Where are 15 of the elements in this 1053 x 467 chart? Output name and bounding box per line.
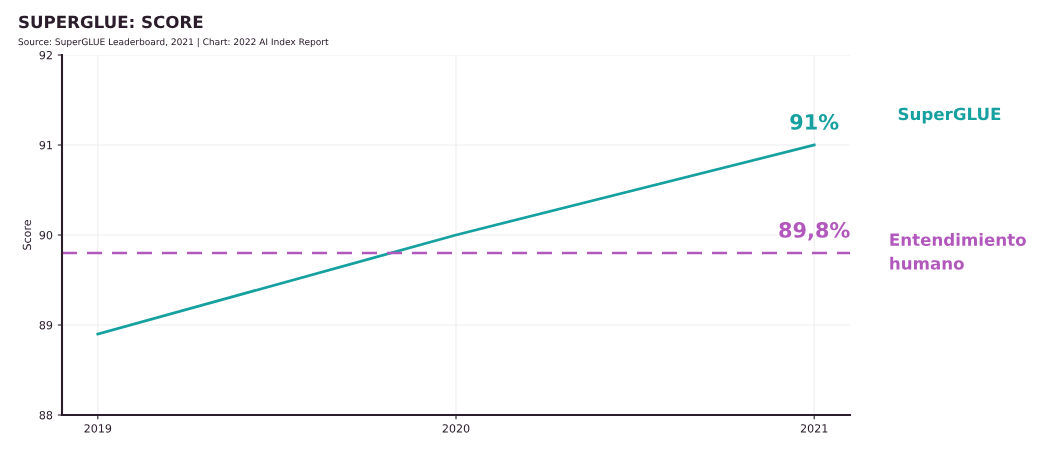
x-tick-label: 2019 [84, 424, 112, 433]
y-axis-title: Score [22, 220, 32, 250]
text: SuperGLUE [898, 107, 1001, 124]
chart-subtitle: Source: SuperGLUE Leaderboard, 2021 | Chart: 2022 AI Index Report [18, 38, 329, 48]
y-tick-label: 92 [39, 50, 52, 60]
y-tick-label: 89 [39, 320, 53, 330]
x-tick-label: 2020 [442, 424, 470, 433]
annotation: 89,8% [779, 222, 850, 241]
y-tick-label: 88 [39, 410, 53, 420]
chart-title: SUPERGLUE: SCORE [19, 15, 203, 29]
y-tick-label: 91 [39, 140, 52, 150]
y-tick-label: 90 [39, 230, 53, 240]
ref-line-label: Entendimiento humano [890, 233, 1026, 270]
x-tick-label: 2021 [800, 424, 828, 433]
annotation: 91% [790, 114, 839, 130]
